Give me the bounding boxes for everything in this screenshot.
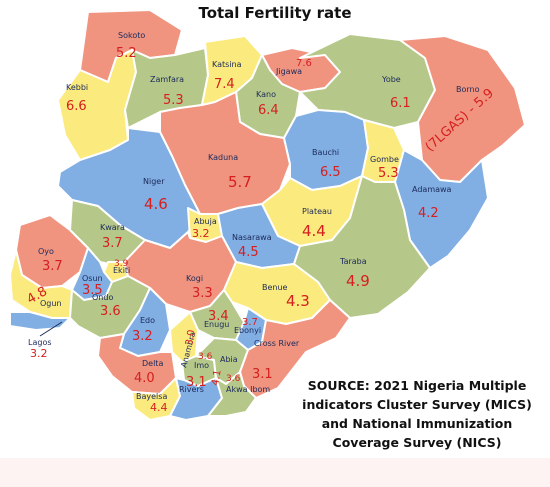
- label-ebonyi: Ebonyi: [234, 326, 261, 335]
- value-cross-river: 3.1: [252, 367, 273, 382]
- value-katsina: 7.4: [214, 77, 235, 92]
- value-anambra: 3.0: [184, 329, 198, 347]
- value-rivers: 3.1: [186, 375, 207, 390]
- label-bauchi: Bauchi: [312, 148, 339, 157]
- value-zamfara: 5.3: [163, 93, 184, 108]
- value-ekiti: 3.9: [114, 259, 129, 269]
- source-line: Coverage Survey (NICS): [332, 435, 502, 450]
- region-akwa-ibom: [207, 371, 257, 417]
- label-edo: Edo: [140, 316, 155, 325]
- value-ondo: 3.6: [100, 304, 121, 319]
- label-sokoto: Sokoto: [118, 31, 145, 40]
- label-nasarawa: Nasarawa: [232, 233, 272, 242]
- value-lagos: 3.2: [30, 347, 48, 360]
- lagos-pointer-line: [39, 321, 63, 337]
- label-kano: Kano: [256, 90, 276, 99]
- label-osun: Osun: [82, 274, 103, 283]
- label-ogun: Ogun: [40, 299, 62, 308]
- footer-band: [0, 458, 550, 487]
- label-cross-river: Cross River: [254, 339, 300, 348]
- value-imo: 3.6: [198, 352, 213, 362]
- source-note: SOURCE: 2021 Nigeria Multiple indicators…: [286, 376, 548, 452]
- value-osun: 3.5: [82, 283, 103, 298]
- value-kwara: 3.7: [102, 236, 123, 251]
- label-katsina: Katsina: [212, 60, 242, 69]
- label-jigawa: Jigawa: [275, 67, 302, 76]
- region-lagos: [9, 311, 71, 331]
- value-oyo: 3.7: [42, 259, 63, 274]
- label-ondo: Ondo: [92, 293, 113, 302]
- value-enugu: 3.4: [208, 309, 229, 324]
- label-rivers: Rivers: [179, 385, 204, 394]
- label-gombe: Gombe: [370, 155, 399, 164]
- label-kebbi: Kebbi: [66, 83, 88, 92]
- label-kogi: Kogi: [186, 274, 203, 283]
- label-benue: Benue: [262, 283, 288, 292]
- value-kano: 6.4: [258, 103, 279, 118]
- label-delta: Delta: [142, 359, 163, 368]
- label-abia: Abia: [220, 355, 238, 364]
- label-taraba: Taraba: [339, 257, 367, 266]
- label-yobe: Yobe: [381, 75, 401, 84]
- value-ebonyi: 3.7: [242, 317, 258, 328]
- value-kogi: 3.3: [192, 286, 213, 301]
- label-plateau: Plateau: [302, 207, 332, 216]
- map-title: Total Fertility rate: [198, 4, 352, 22]
- value-abuja: 3.2: [192, 227, 210, 240]
- value-bayelsa: 4.4: [150, 401, 168, 414]
- value-kebbi: 6.6: [66, 99, 87, 114]
- label-lagos: Lagos: [28, 338, 52, 347]
- label-ekiti: Ekiti: [113, 266, 130, 275]
- value-adamawa: 4.2: [418, 206, 439, 221]
- label-akwa-ibom: Akwa Ibom: [226, 385, 270, 394]
- value-delta: 4.0: [134, 371, 155, 386]
- value-taraba: 4.9: [346, 272, 370, 290]
- label-borno: Borno: [456, 85, 480, 94]
- label-kaduna: Kaduna: [208, 153, 238, 162]
- value-kaduna: 5.7: [228, 173, 252, 191]
- label-zamfara: Zamfara: [150, 75, 184, 84]
- value-gombe: 5.3: [378, 166, 399, 181]
- label-adamawa: Adamawa: [412, 185, 452, 194]
- source-line: indicators Cluster Survey (MICS): [302, 397, 532, 412]
- value-bauchi: 6.5: [320, 165, 341, 180]
- label-abuja: Abuja: [194, 217, 217, 226]
- label-enugu: Enugu: [204, 320, 229, 329]
- value-jigawa: 7.6: [296, 58, 312, 69]
- value-yobe: 6.1: [390, 96, 411, 111]
- value-sokoto: 5.2: [116, 46, 137, 61]
- value-benue: 4.3: [286, 292, 310, 310]
- label-oyo: Oyo: [38, 247, 54, 256]
- value-abia: 4.1: [210, 369, 224, 387]
- value-niger: 4.6: [144, 195, 168, 213]
- value-plateau: 4.4: [302, 222, 326, 240]
- label-bayelsa: Bayelsa: [136, 392, 167, 401]
- label-kwara: Kwara: [100, 223, 125, 232]
- source-line: and National Immunization: [321, 416, 513, 431]
- value-akwa-ibom: 3.6: [226, 374, 241, 384]
- value-nasarawa: 4.5: [238, 245, 259, 260]
- label-imo: Imo: [194, 361, 209, 370]
- value-edo: 3.2: [132, 329, 153, 344]
- region-delta: [97, 333, 177, 395]
- label-niger: Niger: [143, 177, 165, 186]
- source-line: SOURCE: 2021 Nigeria Multiple: [307, 378, 527, 393]
